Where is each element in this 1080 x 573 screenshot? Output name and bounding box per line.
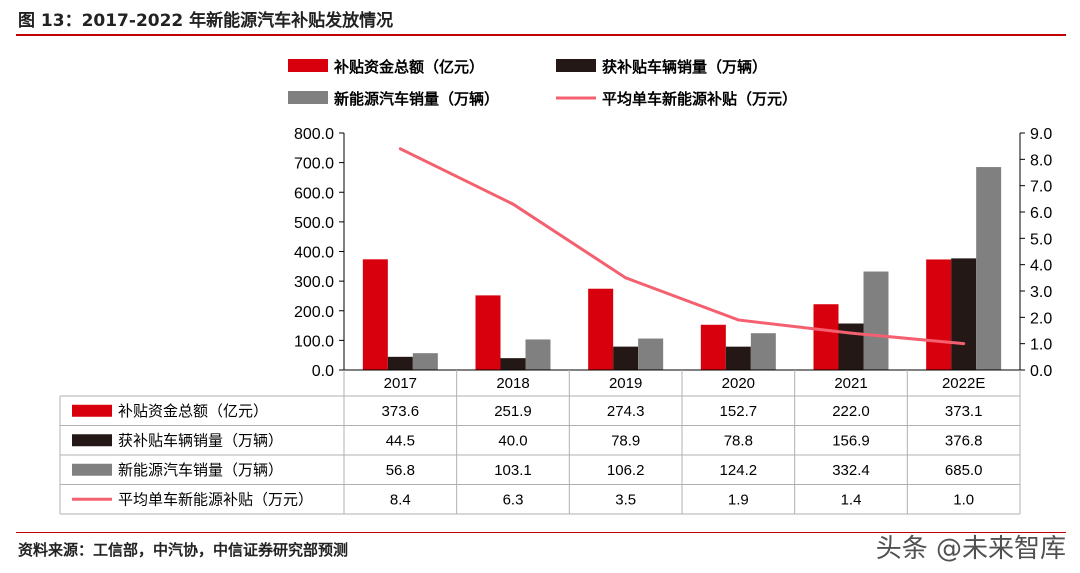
right-tick-label: 6.0 (1030, 205, 1052, 222)
table-cell: 40.0 (498, 432, 527, 449)
source-note: 资料来源：工信部，中汽协，中信证券研究部预测 (18, 541, 349, 559)
legend-label-2: 新能源汽车销量（万辆） (334, 90, 499, 108)
table-row-label: 新能源汽车销量（万辆） (118, 461, 283, 479)
table-cell: 106.2 (607, 462, 645, 479)
left-tick-label: 400.0 (294, 245, 334, 262)
right-tick-label: 8.0 (1030, 152, 1052, 169)
table-cell: 1.4 (841, 491, 862, 508)
right-tick-label: 4.0 (1030, 258, 1052, 275)
category-label: 2018 (496, 375, 529, 392)
line-point-4 (849, 331, 853, 335)
bar-0-3 (700, 324, 726, 370)
table-cell: 1.9 (728, 491, 749, 508)
line-point-0 (398, 147, 402, 151)
bar-2-5 (976, 167, 1002, 370)
right-tick-label: 9.0 (1030, 126, 1052, 143)
bar-1-2 (613, 346, 639, 370)
left-tick-label: 500.0 (294, 215, 334, 232)
legend-label-3: 平均单车新能源补贴（万元） (602, 90, 797, 108)
bar-0-0 (362, 259, 388, 370)
right-tick-label: 5.0 (1030, 231, 1052, 248)
table-cell: 78.8 (724, 432, 753, 449)
legend-swatch-1 (556, 59, 596, 72)
bar-2-4 (863, 271, 889, 370)
left-tick-label: 300.0 (294, 274, 334, 291)
bar-1-4 (838, 323, 864, 370)
category-label: 2019 (609, 375, 642, 392)
bar-2-1 (525, 339, 551, 370)
line-point-2 (624, 276, 628, 280)
table-cell: 373.1 (945, 403, 983, 420)
table-cell: 222.0 (832, 403, 870, 420)
table-swatch-2 (72, 463, 112, 476)
right-tick-label: 7.0 (1030, 179, 1052, 196)
right-tick-label: 0.0 (1030, 363, 1052, 380)
bar-1-3 (725, 346, 751, 370)
bar-2-3 (750, 333, 776, 370)
footer-divider (16, 532, 1066, 533)
line-series-3 (399, 147, 964, 346)
title-divider (16, 34, 1066, 36)
table-cell: 8.4 (390, 491, 411, 508)
left-tick-label: 800.0 (294, 126, 334, 143)
table-cell: 373.6 (382, 403, 420, 420)
table-cell: 156.9 (832, 432, 870, 449)
right-tick-label: 2.0 (1030, 310, 1052, 327)
right-tick-label: 3.0 (1030, 284, 1052, 301)
category-label: 2022E (942, 375, 985, 392)
bar-2-0 (412, 353, 438, 370)
legend-swatch-2 (288, 91, 328, 104)
table-cell: 152.7 (720, 403, 758, 420)
bar-0-1 (475, 295, 501, 370)
bar-0-2 (588, 288, 614, 370)
bar-2-2 (638, 338, 664, 370)
right-tick-label: 1.0 (1030, 337, 1052, 354)
table-row-label: 平均单车新能源补贴（万元） (118, 490, 313, 508)
left-tick-label: 700.0 (294, 156, 334, 173)
bar-1-0 (387, 356, 413, 370)
left-tick-label: 600.0 (294, 185, 334, 202)
table-row-label: 补贴资金总额（亿元） (118, 402, 268, 420)
bar-1-5 (951, 258, 977, 370)
category-label: 2020 (722, 375, 755, 392)
combo-chart: 补贴资金总额（亿元） 获补贴车辆销量（万辆） 新能源汽车销量（万辆） 平均单车新能源补… (59, 58, 1052, 515)
legend-label-0: 补贴资金总额（亿元） (333, 58, 484, 76)
bar-0-4 (813, 304, 839, 370)
table-row-label: 获补贴车辆销量（万辆） (118, 431, 283, 449)
table-cell: 1.0 (953, 491, 974, 508)
bar-0-5 (926, 259, 952, 370)
table-swatch-0 (72, 404, 112, 417)
line-point-1 (511, 202, 515, 206)
table-cell: 376.8 (945, 432, 983, 449)
chart-title: 图 13：2017-2022 年新能源汽车补贴发放情况 (18, 11, 394, 31)
legend-swatch-0 (288, 59, 328, 72)
table-cell: 56.8 (386, 462, 415, 479)
table-cell: 3.5 (615, 491, 636, 508)
table-cell: 251.9 (494, 403, 532, 420)
watermark: 头条 @未来智库 (875, 534, 1066, 564)
line-point-5 (962, 342, 966, 346)
left-tick-label: 200.0 (294, 304, 334, 321)
category-label: 2017 (384, 375, 417, 392)
table-swatch-1 (72, 434, 112, 447)
left-tick-label: 0.0 (312, 363, 334, 380)
table-cell: 44.5 (386, 432, 415, 449)
left-tick-label: 100.0 (294, 333, 334, 350)
table-cell: 332.4 (832, 462, 870, 479)
table-cell: 6.3 (503, 491, 524, 508)
legend-label-1: 获补贴车辆销量（万辆） (602, 58, 767, 76)
table-cell: 78.9 (611, 432, 640, 449)
table-cell: 274.3 (607, 403, 645, 420)
category-label: 2021 (834, 375, 867, 392)
table-cell: 124.2 (720, 462, 758, 479)
line-point-3 (736, 318, 740, 322)
bar-1-1 (500, 358, 526, 370)
table-cell: 685.0 (945, 462, 983, 479)
table-cell: 103.1 (494, 462, 532, 479)
